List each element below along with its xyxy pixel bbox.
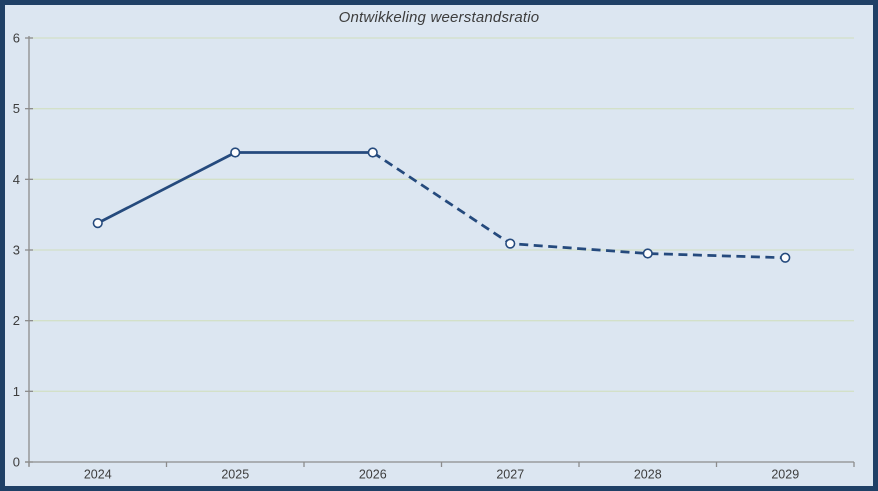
y-tick-label: 3 [13, 243, 20, 258]
x-tick-label: 2027 [496, 468, 524, 482]
y-tick-label: 6 [13, 31, 20, 46]
data-point-marker [230, 147, 241, 158]
y-tick-label: 1 [13, 384, 20, 399]
y-tick-label: 4 [13, 172, 20, 187]
data-point-marker [780, 252, 791, 263]
y-tick-label: 2 [13, 313, 20, 328]
x-tick-label: 2024 [84, 468, 112, 482]
x-tick-label: 2029 [771, 468, 799, 482]
data-line-solid [96, 151, 375, 225]
x-tick-label: 2026 [359, 468, 387, 482]
x-tick-label: 2025 [221, 468, 249, 482]
x-tick-label: 2028 [634, 468, 662, 482]
data-point-marker [505, 238, 516, 249]
y-tick-label: 5 [13, 101, 20, 116]
data-point-marker [92, 218, 103, 229]
data-line-dashed [371, 151, 786, 260]
chart-title: Ontwikkeling weerstandsratio [338, 9, 540, 26]
data-point-marker [642, 248, 653, 259]
y-tick-label: 0 [13, 455, 20, 470]
data-point-marker [367, 147, 378, 158]
